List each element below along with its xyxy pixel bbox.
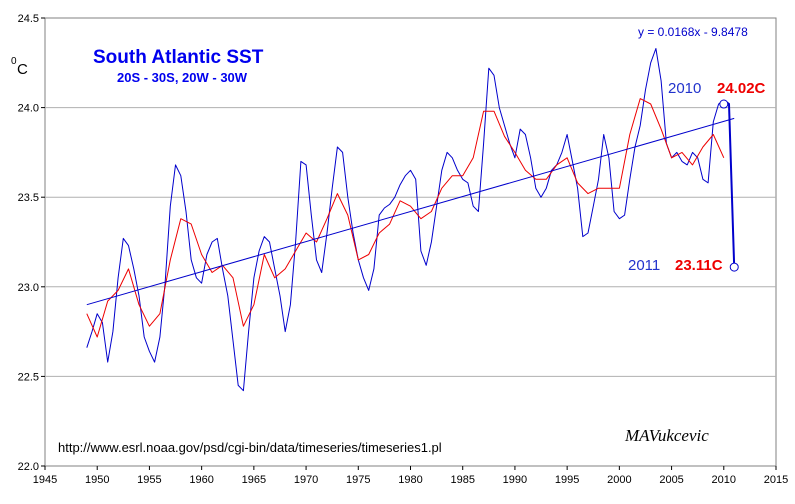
- label-value-2010: 24.02C: [717, 80, 766, 97]
- x-tick-label: 1980: [398, 474, 422, 486]
- y-tick-label: 22.0: [18, 461, 39, 473]
- end-point-marker: [729, 262, 739, 272]
- x-tick-label: 1945: [33, 474, 57, 486]
- label-value-2011: 23.11C: [675, 257, 723, 274]
- end-markers: [719, 99, 739, 272]
- source-url: http://www.esrl.noaa.gov/psd/cgi-bin/dat…: [58, 440, 442, 455]
- x-axis-ticks: 1945 1950 1955 1960 1965 1970 1975 1980 1985 1990…: [33, 466, 788, 486]
- x-tick-label: 2005: [659, 474, 683, 486]
- y-tick-label: 24.0: [18, 103, 39, 115]
- grid-lines: [45, 107, 776, 377]
- x-tick-label: 1960: [189, 474, 213, 486]
- x-tick-label: 1975: [346, 474, 370, 486]
- series-raw-line: [86, 48, 725, 392]
- x-tick-label: 1955: [137, 474, 161, 486]
- x-tick-label: 1970: [294, 474, 318, 486]
- x-tick-label: 2010: [712, 474, 736, 486]
- label-year-2011: 2011: [628, 257, 660, 274]
- label-year-2010: 2010: [668, 80, 701, 97]
- y-tick-label: 23.0: [18, 282, 39, 294]
- y-axis-ticks: 22.0 22.5 23.0 23.5 24.0 24.5: [18, 13, 45, 473]
- y-tick-label: 24.5: [18, 13, 39, 25]
- y-axis-unit-degree: 0: [11, 56, 17, 67]
- x-tick-label: 2015: [764, 474, 788, 486]
- y-tick-label: 22.5: [18, 371, 39, 383]
- x-tick-label: 2000: [607, 474, 631, 486]
- x-tick-label: 1950: [85, 474, 109, 486]
- plot-frame: [44, 17, 777, 467]
- y-axis-unit: C: [17, 61, 28, 78]
- x-tick-label: 1990: [503, 474, 527, 486]
- author-signature: MAVukcevic: [624, 426, 709, 445]
- x-tick-label: 1985: [450, 474, 474, 486]
- y-tick-label: 23.5: [18, 192, 39, 204]
- trend-equation: y = 0.0168x - 9.8478: [638, 25, 748, 39]
- chart-title: South Atlantic SST: [93, 47, 264, 68]
- x-tick-label: 1965: [242, 474, 266, 486]
- series-smoothed-line: [86, 98, 725, 338]
- chart-subtitle: 20S - 30S, 20W - 30W: [117, 70, 248, 85]
- series-trend-line: [86, 117, 735, 306]
- end-point-marker: [719, 99, 729, 109]
- x-tick-label: 1995: [555, 474, 579, 486]
